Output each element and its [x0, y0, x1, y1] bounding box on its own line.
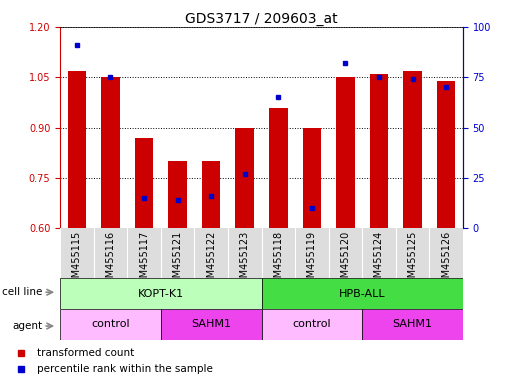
Bar	[303, 127, 321, 228]
Text: GSM455119: GSM455119	[307, 231, 317, 290]
Bar	[60, 278, 262, 309]
Text: SAHM1: SAHM1	[393, 319, 433, 329]
Text: GSM455117: GSM455117	[139, 231, 149, 290]
Bar	[161, 309, 262, 340]
Text: GSM455115: GSM455115	[72, 231, 82, 290]
Text: agent: agent	[12, 321, 42, 331]
Bar	[370, 74, 388, 228]
Text: GSM455123: GSM455123	[240, 231, 249, 290]
Text: GSM455116: GSM455116	[106, 231, 116, 290]
Text: GSM455120: GSM455120	[340, 231, 350, 290]
Bar	[235, 127, 254, 228]
Bar	[336, 77, 355, 228]
Text: GSM455124: GSM455124	[374, 231, 384, 290]
Bar	[67, 71, 86, 228]
Text: GSM455118: GSM455118	[274, 231, 283, 290]
Bar	[168, 161, 187, 228]
Text: SAHM1: SAHM1	[191, 319, 231, 329]
Text: GSM455121: GSM455121	[173, 231, 183, 290]
Text: percentile rank within the sample: percentile rank within the sample	[37, 364, 212, 374]
Bar	[262, 278, 463, 309]
Bar	[202, 161, 220, 228]
Bar	[101, 77, 120, 228]
Bar	[403, 71, 422, 228]
Bar	[362, 309, 463, 340]
Bar	[262, 309, 362, 340]
Text: transformed count: transformed count	[37, 348, 134, 358]
Bar	[135, 138, 153, 228]
Text: KOPT-K1: KOPT-K1	[138, 289, 184, 299]
Bar	[437, 81, 456, 228]
Title: GDS3717 / 209603_at: GDS3717 / 209603_at	[185, 12, 338, 26]
Text: GSM455126: GSM455126	[441, 231, 451, 290]
Text: cell line: cell line	[2, 287, 42, 297]
Bar	[60, 309, 161, 340]
Text: GSM455125: GSM455125	[407, 231, 417, 290]
Text: control: control	[91, 319, 130, 329]
Bar	[269, 108, 288, 228]
Text: GSM455122: GSM455122	[206, 231, 216, 290]
Text: HPB-ALL: HPB-ALL	[339, 289, 385, 299]
Text: control: control	[292, 319, 331, 329]
